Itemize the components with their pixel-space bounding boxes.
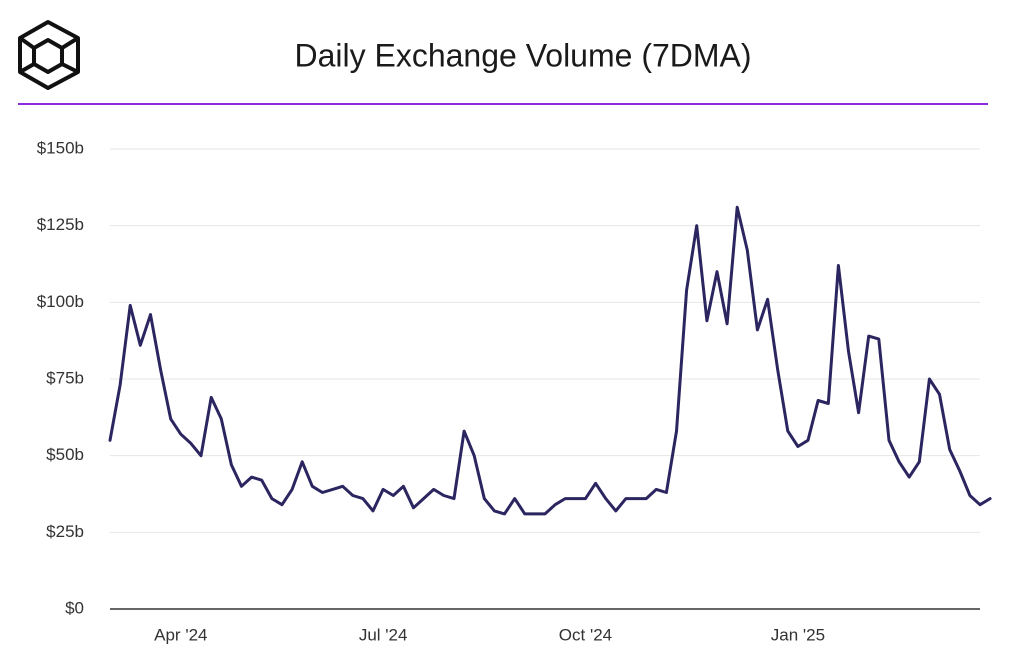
- y-tick-label: $125b: [37, 215, 84, 234]
- data-line: [108, 205, 992, 516]
- x-tick-label: Oct '24: [559, 625, 612, 644]
- x-tick-label: Jul '24: [359, 625, 408, 644]
- chart-title: Daily Exchange Volume (7DMA): [294, 37, 751, 73]
- y-tick-label: $25b: [46, 522, 84, 541]
- x-tick-label: Apr '24: [154, 625, 207, 644]
- y-tick-label: $100b: [37, 292, 84, 311]
- x-tick-label: Jan '25: [771, 625, 825, 644]
- logo: [18, 20, 80, 90]
- y-tick-label: $150b: [37, 138, 84, 157]
- y-tick-label: $0: [65, 598, 84, 617]
- y-tick-label: $50b: [46, 445, 84, 464]
- y-tick-label: $75b: [46, 368, 84, 387]
